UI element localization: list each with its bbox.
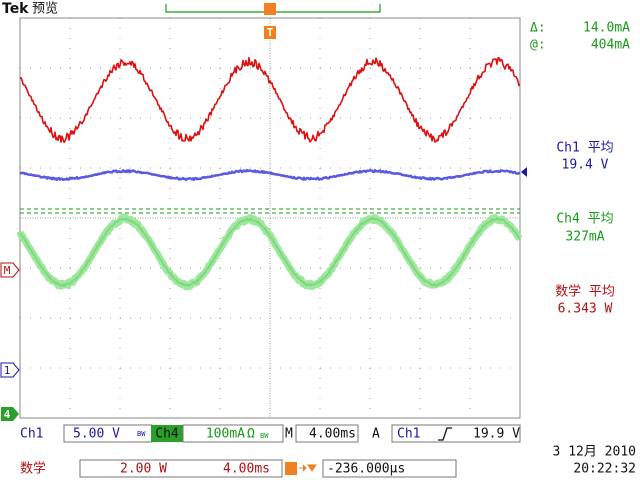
trigger-mode: A <box>372 427 380 442</box>
ch1-bw: BW <box>137 430 146 438</box>
math-marker <box>0 262 20 278</box>
waveforms <box>16 56 523 291</box>
cursor-delta-label: Δ: <box>530 21 546 36</box>
measure-value: 327mA <box>565 230 604 245</box>
graticule-border <box>19 17 521 419</box>
math-box <box>79 459 283 478</box>
date: 3 12月 2010 <box>553 445 636 460</box>
cursor-at-label: @: <box>530 38 546 53</box>
brand: Tek <box>2 1 29 17</box>
math-scale: 2.00 W <box>120 462 167 477</box>
math-waveform <box>19 56 521 144</box>
ch4-bw: BW <box>260 432 269 440</box>
position-icon <box>285 462 297 475</box>
ch1-scale: 5.00 V <box>73 427 120 442</box>
measure-value: 19.4 V <box>562 158 609 173</box>
ch4-label-box <box>151 425 183 442</box>
measure-value: 6.343 W <box>558 302 613 317</box>
trigger-marker <box>264 26 276 39</box>
ch1-waveform <box>19 168 521 182</box>
ch4-scale: 100mA <box>206 427 245 442</box>
mode: 预览 <box>32 1 58 17</box>
timebase-scale: 4.00ms <box>309 427 356 442</box>
ch4-box <box>182 424 284 443</box>
ch4-unit: Ω <box>247 427 255 442</box>
math-time: 4.00ms <box>223 462 270 477</box>
trigger-pos-icon <box>264 3 276 15</box>
ch1-label: Ch1 <box>20 427 43 442</box>
ch4-label: Ch4 <box>155 427 179 442</box>
ch4-waveform-core <box>19 217 521 287</box>
position: -236.000µs <box>327 462 405 477</box>
edge-icon <box>438 427 452 441</box>
ch1-marker-label: 1 <box>4 364 11 377</box>
ch4-marker-label: 4 <box>4 408 11 421</box>
measure-label: Ch1 平均 <box>556 141 613 156</box>
ch1-marker <box>0 362 20 378</box>
trigger-source: Ch1 <box>397 427 420 442</box>
ch1-level-marker <box>521 167 527 177</box>
measure-label: 数学 平均 <box>555 284 615 300</box>
math-marker-label: M <box>4 264 11 277</box>
trigger-level: 19.9 V <box>473 427 520 442</box>
position-box <box>322 459 457 478</box>
math-label: 数学 <box>20 461 46 477</box>
timebase-box <box>295 424 359 443</box>
timebase-label: M <box>285 427 293 442</box>
cursor-at: 404mA <box>591 38 630 53</box>
cursor-delta: 14.0mA <box>583 21 630 36</box>
trigger-box <box>391 424 521 443</box>
measure-label: Ch4 平均 <box>556 212 613 227</box>
ch4-marker <box>1 407 19 421</box>
time: 20:22:32 <box>573 462 636 477</box>
position-arrow <box>299 464 317 472</box>
trigger-label: T <box>267 26 274 39</box>
